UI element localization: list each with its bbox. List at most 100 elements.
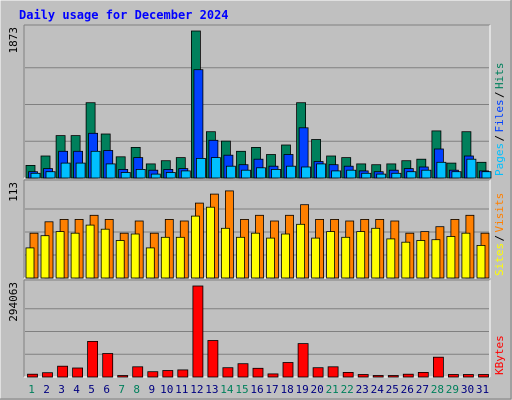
x-tick-label: 2 (43, 383, 50, 396)
x-tick-label: 24 (371, 383, 385, 396)
x-tick-label: 8 (133, 383, 140, 396)
bar-sites-day-29 (446, 236, 456, 279)
bar-kbytes-day-23 (357, 374, 369, 378)
x-tick-label: 25 (386, 383, 399, 396)
bar-sites-day-22 (341, 236, 351, 279)
bar-pages-day-23 (361, 172, 372, 179)
x-tick-label: 4 (73, 383, 80, 396)
bar-pages-day-19 (301, 166, 312, 179)
bar-pages-day-29 (451, 171, 462, 179)
panel-hits-ymax-label: 1873 (7, 27, 20, 54)
bar-kbytes-day-21 (327, 366, 339, 378)
bar-sites-day-31 (476, 244, 486, 279)
bar-pages-day-11 (180, 170, 191, 179)
x-tick-label: 23 (356, 383, 369, 396)
panel-hits: 1873 Pages/Files/Hits (7, 24, 506, 179)
panel-kbytes-background (24, 280, 490, 377)
x-axis-day-labels: 1 2 3 4 5 6 7 8 9 10 11 12 13 14 15 16 17 18 19 20 21 22 23 24 2… (28, 383, 489, 396)
bar-kbytes-day-27 (417, 371, 429, 378)
legend-sites: Sites (493, 243, 506, 276)
panel-kbytes-ymax-label: 294063 (7, 282, 20, 322)
bar-pages-day-17 (271, 168, 281, 179)
bar-sites-day-6 (100, 228, 110, 279)
bar-kbytes-day-25 (387, 375, 399, 378)
x-tick-label: 22 (341, 383, 354, 396)
legend-separator: / (493, 91, 506, 98)
x-tick-label: 9 (148, 383, 155, 396)
bar-pages-day-14 (225, 165, 236, 179)
bar-kbytes-day-3 (57, 365, 68, 378)
bar-kbytes-day-28 (432, 356, 444, 378)
chart-title: Daily usage for December 2024 (19, 8, 229, 22)
x-tick-label: 28 (431, 383, 444, 396)
bar-pages-day-7 (120, 172, 131, 179)
x-tick-label: 27 (416, 383, 429, 396)
bar-sites-day-5 (85, 224, 95, 279)
bar-pages-day-13 (210, 157, 221, 179)
panel-visits-legend: Sites/ Visits (493, 193, 506, 276)
panel-kbytes: 294063 KBytes (7, 279, 506, 378)
bar-pages-day-3 (60, 162, 71, 179)
bar-sites-day-27 (416, 240, 426, 279)
panel-hits-legend: Pages/Files/Hits (493, 63, 506, 177)
bar-sites-day-3 (55, 231, 65, 279)
x-tick-label: 29 (446, 383, 459, 396)
bar-sites-day-4 (70, 232, 80, 279)
bar-pages-day-16 (256, 167, 266, 179)
panel-visits-ymax-label: 113 (7, 182, 20, 202)
x-tick-label: 7 (118, 383, 125, 396)
x-tick-label: 6 (103, 383, 110, 396)
bar-kbytes-day-16 (252, 367, 264, 378)
legend-hits: Hits (493, 63, 506, 90)
bar-kbytes-day-14 (222, 367, 234, 378)
bar-pages-day-25 (391, 172, 402, 179)
bar-sites-day-16 (251, 232, 260, 279)
bar-pages-day-22 (346, 169, 357, 179)
legend-visits: Visits (493, 193, 506, 233)
bar-pages-day-12 (195, 157, 206, 179)
legend-separator: / (493, 135, 506, 142)
x-tick-label: 3 (58, 383, 65, 396)
bar-kbytes-day-15 (237, 363, 249, 378)
bar-pages-day-20 (316, 163, 327, 179)
bar-pages-day-18 (286, 165, 296, 179)
bar-sites-day-26 (401, 241, 411, 279)
bar-kbytes-day-8 (132, 366, 144, 378)
bar-sites-day-20 (311, 237, 321, 279)
bar-sites-day-13 (205, 206, 215, 279)
x-tick-label: 10 (160, 383, 173, 396)
bar-kbytes-day-6 (102, 353, 114, 378)
x-tick-label: 31 (476, 383, 489, 396)
bar-pages-day-4 (75, 162, 86, 179)
bar-pages-day-30 (466, 158, 477, 179)
x-tick-label: 12 (190, 383, 203, 396)
bar-pages-day-2 (45, 171, 56, 179)
bar-kbytes-day-19 (297, 343, 309, 378)
bar-pages-day-9 (150, 173, 161, 179)
bar-kbytes-day-10 (162, 370, 174, 378)
bar-pages-day-24 (376, 173, 387, 179)
bar-sites-day-7 (115, 240, 125, 279)
bar-kbytes-day-24 (372, 375, 384, 378)
bar-kbytes-day-20 (312, 367, 324, 378)
bar-kbytes-day-13 (207, 340, 219, 378)
x-tick-label: 20 (310, 383, 323, 396)
bar-sites-day-24 (371, 227, 381, 279)
x-tick-label: 26 (401, 383, 414, 396)
bar-sites-day-8 (130, 233, 140, 279)
bar-pages-day-28 (436, 161, 447, 179)
x-tick-label: 15 (235, 383, 248, 396)
bar-pages-day-6 (105, 163, 116, 179)
bar-sites-day-11 (175, 236, 185, 279)
legend-separator: / (493, 235, 506, 242)
bar-kbytes-day-2 (42, 372, 53, 378)
bar-pages-day-27 (421, 169, 432, 179)
bar-sites-day-2 (40, 235, 50, 279)
bar-kbytes-day-22 (342, 371, 354, 378)
bar-kbytes-day-30 (462, 374, 474, 378)
bar-pages-day-8 (135, 168, 146, 179)
x-tick-label: 18 (280, 383, 293, 396)
bar-sites-day-21 (326, 231, 336, 279)
bar-kbytes-day-12 (192, 285, 204, 378)
